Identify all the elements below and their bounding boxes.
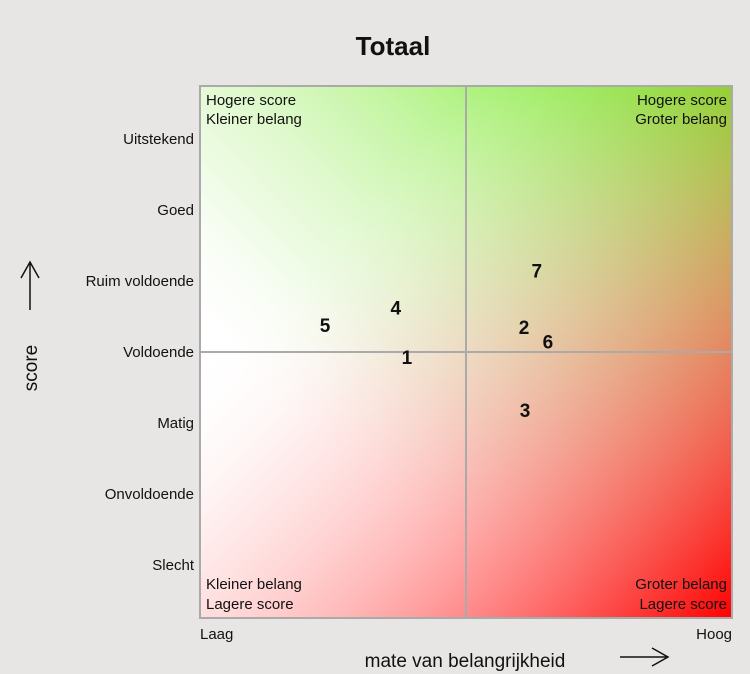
y-tick-label: Onvoldoende [105, 486, 194, 503]
y-arrow [20, 260, 40, 310]
point-label: 4 [390, 298, 401, 319]
y-tick-label: Slecht [152, 557, 195, 574]
quadrant-label: Hogere score [206, 92, 296, 109]
y-tick-label: Ruim voldoende [86, 273, 194, 290]
chart-title: Totaal [356, 31, 431, 61]
point-label: 3 [520, 401, 531, 422]
y-tick-label: Uitstekend [123, 131, 194, 148]
x-tick-label: Hoog [696, 626, 732, 643]
point-label: 6 [543, 332, 554, 353]
quadrant-label: Kleiner belang [206, 111, 302, 128]
point-label: 2 [519, 318, 530, 339]
quadrant-label: Kleiner belang [206, 576, 302, 593]
quadrant-label: Lagere score [639, 596, 727, 613]
quadrant-label: Lagere score [206, 596, 294, 613]
point-label: 7 [531, 261, 542, 282]
quadrant-label: Groter belang [635, 576, 727, 593]
point-label: 5 [320, 316, 331, 337]
x-tick-label: Laag [200, 626, 233, 643]
x-arrow [620, 647, 670, 667]
y-tick-label: Matig [157, 415, 194, 432]
y-tick-label: Voldoende [123, 344, 194, 361]
y-tick-label: Goed [157, 202, 194, 219]
quadrant-label: Hogere score [637, 92, 727, 109]
quadrant-label: Groter belang [635, 111, 727, 128]
point-label: 1 [402, 348, 413, 369]
x-axis-label: mate van belangrijkheid [365, 651, 566, 672]
y-axis-label: score [21, 345, 42, 391]
